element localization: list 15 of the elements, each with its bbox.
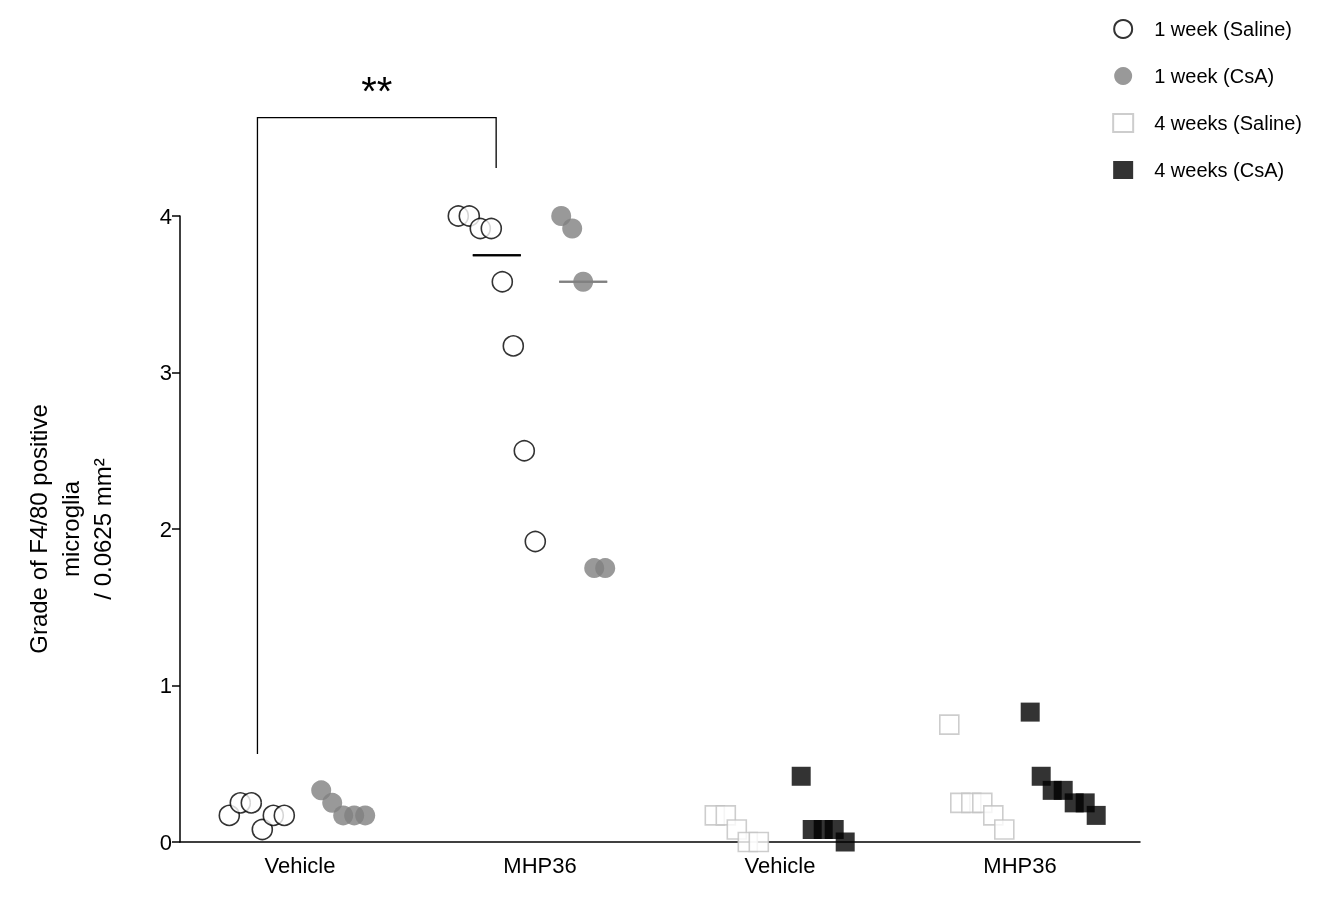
x-tick-label: MHP36	[503, 852, 577, 878]
legend-label: 1 week (Saline)	[1154, 18, 1292, 40]
x-tick-label: Vehicle	[264, 852, 336, 878]
text: **	[361, 69, 393, 113]
y-tick-label: 2	[159, 516, 172, 542]
y-tick-label: 3	[159, 360, 172, 385]
legend-label: 1 week (CsA)	[1154, 65, 1275, 87]
legend-label: 4 weeks (CsA)	[1154, 159, 1285, 181]
y-tick-label: 1	[159, 673, 172, 698]
x-tick-label: Vehicle	[744, 852, 816, 878]
y-tick-label: 4	[159, 203, 172, 229]
x-tick-label: MHP36	[983, 852, 1057, 878]
y-axis-title: Grade of F4/80 positive microglia / 0.0625 mm²	[24, 404, 116, 654]
legend-label: 4 weeks (Saline)	[1154, 112, 1302, 134]
y-tick-label: 0	[159, 829, 172, 855]
